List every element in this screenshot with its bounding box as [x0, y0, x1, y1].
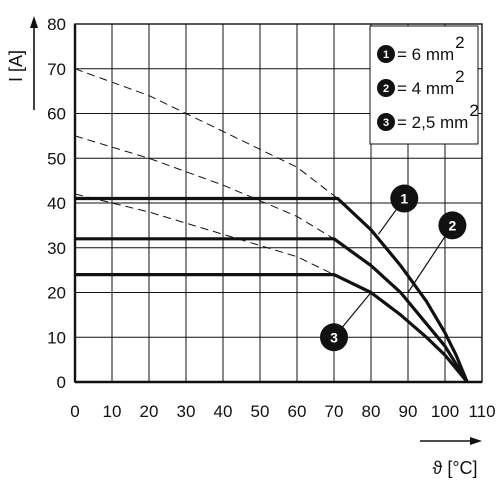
solid-series-3 [75, 273, 469, 384]
annotation-marker-2 [438, 211, 467, 240]
dashed-series-2 [74, 135, 335, 240]
x-tick-label-5: 50 [251, 402, 270, 421]
y-axis-title: I [A] [6, 50, 26, 82]
legend-marker-num-3: 3 [383, 117, 389, 129]
legend-label-2: = 4 mm [397, 79, 454, 98]
x-tick-label-3: 30 [177, 402, 196, 421]
x-tick-label-4: 40 [214, 402, 233, 421]
solid-series-1 [75, 196, 469, 383]
x-tick-label-9: 90 [399, 402, 418, 421]
legend-label-1: = 6 mm [397, 45, 454, 64]
y-tick-label-4: 40 [47, 194, 66, 213]
annotation-label-3: 3 [330, 329, 338, 345]
y-axis-arrow-head [30, 16, 38, 28]
axis-titles: I [A] ϑ [°C] [6, 16, 482, 478]
legend-marker-2 [377, 79, 395, 97]
legend-label-3: = 2,5 mm [397, 113, 468, 132]
annotation-label-1: 1 [400, 191, 408, 207]
dashed-series-3 [74, 193, 335, 276]
legend-label-sup-2: 2 [455, 67, 464, 86]
annotation-label-2: 2 [449, 217, 457, 233]
x-tick-label-7: 70 [325, 402, 344, 421]
y-tick-label-6: 60 [47, 105, 66, 124]
y-tick-label-3: 30 [47, 239, 66, 258]
solid-series-2 [75, 237, 469, 383]
x-axis-arrow-head [470, 437, 482, 445]
legend-marker-num-1: 1 [383, 49, 389, 61]
x-tick-label-8: 80 [362, 402, 381, 421]
y-tick-label-2: 20 [47, 284, 66, 303]
annotation-marker-1 [390, 184, 419, 213]
plot-frame [73, 23, 483, 384]
x-tick-label-11: 110 [468, 402, 495, 421]
annotation-marker-3 [320, 323, 348, 352]
x-tick-label-2: 20 [140, 402, 159, 421]
series-lines [74, 68, 469, 384]
y-tick-label-1: 10 [47, 328, 66, 347]
legend-label-sup-3: 2 [469, 101, 478, 120]
y-tick-label-5: 50 [47, 149, 66, 168]
x-axis-title: ϑ [°C] [432, 458, 477, 478]
legend-label-sup-1: 2 [455, 33, 464, 52]
legend-marker-1 [377, 45, 395, 63]
dashed-series-1 [74, 68, 339, 199]
x-tick-label-10: 100 [431, 402, 459, 421]
x-tick-label-0: 0 [70, 402, 79, 421]
y-tick-label-0: 0 [57, 373, 66, 392]
y-tick-label-7: 70 [47, 60, 66, 79]
tick-labels: 0 10 20 30 40 50 60 70 80 90 100 110 0 10 20 30 40 50 60 70… [47, 15, 495, 421]
legend-marker-num-2: 2 [383, 83, 389, 95]
annotations: 1 2 3 [320, 184, 467, 352]
legend-marker-3 [377, 113, 395, 131]
x-tick-label-6: 60 [288, 402, 307, 421]
x-tick-label-1: 10 [103, 402, 122, 421]
y-tick-label-8: 80 [47, 15, 66, 34]
